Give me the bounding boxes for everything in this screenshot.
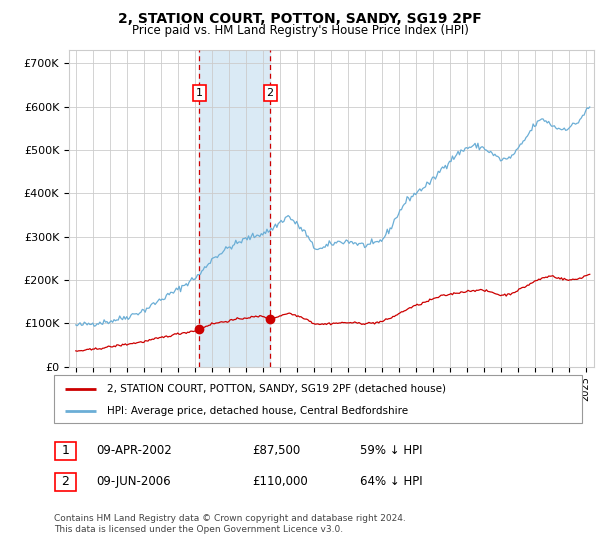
Bar	[199, 50, 270, 367]
Text: 2: 2	[61, 475, 70, 488]
Text: This data is licensed under the Open Government Licence v3.0.: This data is licensed under the Open Gov…	[54, 525, 343, 534]
FancyBboxPatch shape	[55, 473, 76, 491]
Text: HPI: Average price, detached house, Central Bedfordshire: HPI: Average price, detached house, Cent…	[107, 406, 408, 416]
Text: 09-JUN-2006: 09-JUN-2006	[96, 475, 170, 488]
FancyBboxPatch shape	[54, 375, 582, 423]
Text: 09-APR-2002: 09-APR-2002	[96, 444, 172, 458]
Text: 2, STATION COURT, POTTON, SANDY, SG19 2PF (detached house): 2, STATION COURT, POTTON, SANDY, SG19 2P…	[107, 384, 446, 394]
Text: £87,500: £87,500	[252, 444, 300, 458]
Text: Contains HM Land Registry data © Crown copyright and database right 2024.: Contains HM Land Registry data © Crown c…	[54, 514, 406, 523]
Text: Price paid vs. HM Land Registry's House Price Index (HPI): Price paid vs. HM Land Registry's House …	[131, 24, 469, 37]
Text: 1: 1	[196, 88, 203, 98]
Text: 2: 2	[266, 88, 274, 98]
Text: 1: 1	[61, 444, 70, 458]
Text: £110,000: £110,000	[252, 475, 308, 488]
Text: 2, STATION COURT, POTTON, SANDY, SG19 2PF: 2, STATION COURT, POTTON, SANDY, SG19 2P…	[118, 12, 482, 26]
Text: 59% ↓ HPI: 59% ↓ HPI	[360, 444, 422, 458]
FancyBboxPatch shape	[55, 442, 76, 460]
Text: 64% ↓ HPI: 64% ↓ HPI	[360, 475, 422, 488]
